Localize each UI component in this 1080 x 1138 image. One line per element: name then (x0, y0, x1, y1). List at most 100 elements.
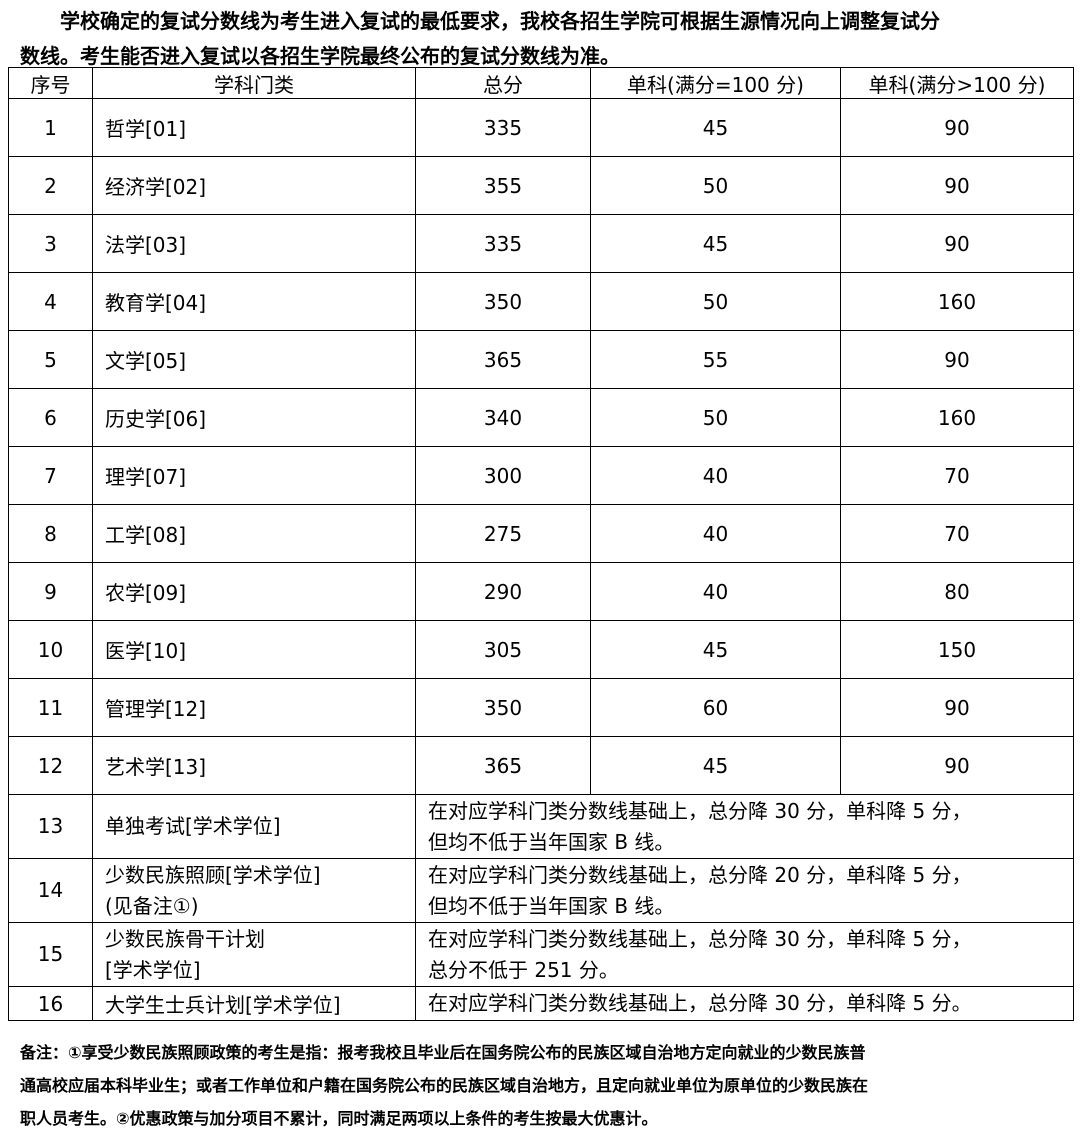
cell-subject: 艺术学[13] (92, 736, 416, 795)
cell-total: 290 (415, 562, 591, 621)
cell-subject: 大学生士兵计划[学术学位] (92, 986, 416, 1021)
cell-single-over-100: 90 (840, 98, 1074, 157)
intro-line-2: 数线。考生能否进入复试以各招生学院最终公布的复试分数线为准。 (20, 44, 620, 68)
rule-line-1: 在对应学科门类分数线基础上，总分降 30 分，单科降 5 分。 (428, 991, 972, 1015)
cell-total: 340 (415, 388, 591, 447)
table-row: 3 法学[03] 335 45 90 (8, 214, 1074, 273)
cell-no: 3 (8, 214, 93, 273)
cell-total: 335 (415, 214, 591, 273)
cell-no: 10 (8, 620, 93, 679)
cell-single-over-100: 90 (840, 214, 1074, 273)
cell-single-100: 50 (590, 388, 841, 447)
cell-subject: 管理学[12] (92, 678, 416, 737)
rule-line-1: 在对应学科门类分数线基础上，总分降 20 分，单科降 5 分， (428, 862, 972, 887)
cell-rule: 在对应学科门类分数线基础上，总分降 20 分，单科降 5 分， 但均不低于当年国家… (415, 858, 1074, 923)
cell-total: 350 (415, 272, 591, 331)
special-table-row: 15 少数民族骨干计划 [学术学位] 在对应学科门类分数线基础上，总分降 30 分… (8, 922, 1074, 987)
rule-line-1: 在对应学科门类分数线基础上，总分降 30 分，单科降 5 分， (428, 926, 972, 951)
table-row: 8 工学[08] 275 40 70 (8, 504, 1074, 563)
cell-single-over-100: 160 (840, 388, 1074, 447)
cell-rule: 在对应学科门类分数线基础上，总分降 30 分，单科降 5 分。 (415, 986, 1074, 1021)
cell-total: 355 (415, 156, 591, 215)
cell-single-over-100: 150 (840, 620, 1074, 679)
remarks-line-1: 备注：①享受少数民族照顾政策的考生是指：报考我校且毕业后在国务院公布的民族区域自… (20, 1043, 866, 1062)
cell-no: 11 (8, 678, 93, 737)
cell-single-over-100: 80 (840, 562, 1074, 621)
cell-subject: 少数民族骨干计划 [学术学位] (92, 922, 416, 987)
subject-line-1: 少数民族骨干计划 (105, 926, 265, 951)
cell-total: 300 (415, 446, 591, 505)
cell-single-100: 40 (590, 562, 841, 621)
cell-no: 7 (8, 446, 93, 505)
cell-subject: 经济学[02] (92, 156, 416, 215)
score-table: 序号 学科门类 总分 单科(满分=100 分) 单科(满分>100 分) 1 哲… (8, 67, 1074, 1021)
cell-total: 365 (415, 736, 591, 795)
special-table-row: 16 大学生士兵计划[学术学位] 在对应学科门类分数线基础上，总分降 30 分，… (8, 986, 1074, 1021)
table-row: 12 艺术学[13] 365 45 90 (8, 736, 1074, 795)
table-row: 7 理学[07] 300 40 70 (8, 446, 1074, 505)
header-single-100: 单科(满分=100 分) (590, 67, 841, 99)
cell-no: 16 (8, 986, 93, 1021)
cell-single-100: 45 (590, 620, 841, 679)
cell-no: 5 (8, 330, 93, 389)
header-single-over-100: 单科(满分>100 分) (840, 67, 1074, 99)
cell-total: 305 (415, 620, 591, 679)
header-subject: 学科门类 (92, 67, 416, 99)
cell-single-100: 50 (590, 272, 841, 331)
cell-subject: 医学[10] (92, 620, 416, 679)
cell-single-over-100: 70 (840, 504, 1074, 563)
cell-single-100: 45 (590, 214, 841, 273)
subject-line-1: 少数民族照顾[学术学位] (105, 862, 321, 887)
cell-no: 9 (8, 562, 93, 621)
table-row: 11 管理学[12] 350 60 90 (8, 678, 1074, 737)
cell-no: 2 (8, 156, 93, 215)
subject-line-2: [学术学位] (105, 957, 201, 982)
cell-single-100: 60 (590, 678, 841, 737)
cell-single-over-100: 90 (840, 330, 1074, 389)
table-row: 4 教育学[04] 350 50 160 (8, 272, 1074, 331)
cell-single-100: 40 (590, 504, 841, 563)
intro-paragraph: 学校确定的复试分数线为考生进入复试的最低要求，我校各招生学院可根据生源情况向上调… (20, 4, 1070, 74)
cell-total: 275 (415, 504, 591, 563)
cell-subject: 历史学[06] (92, 388, 416, 447)
cell-no: 4 (8, 272, 93, 331)
subject-line-1: 单独考试[学术学位] (105, 814, 281, 838)
cell-subject: 哲学[01] (92, 98, 416, 157)
special-table-row: 14 少数民族照顾[学术学位] (见备注①) 在对应学科门类分数线基础上，总分降 … (8, 858, 1074, 923)
cell-single-100: 50 (590, 156, 841, 215)
cell-subject: 单独考试[学术学位] (92, 794, 416, 859)
cell-single-over-100: 90 (840, 156, 1074, 215)
header-total: 总分 (415, 67, 591, 99)
header-no: 序号 (8, 67, 93, 99)
table-row: 5 文学[05] 365 55 90 (8, 330, 1074, 389)
remarks-line-3: 职人员考生。②优惠政策与加分项目不累计，同时满足两项以上条件的考生按最大优惠计。 (20, 1109, 658, 1128)
rule-line-2: 总分不低于 251 分。 (428, 957, 619, 982)
intro-line-1: 学校确定的复试分数线为考生进入复试的最低要求，我校各招生学院可根据生源情况向上调… (60, 9, 940, 33)
cell-subject: 少数民族照顾[学术学位] (见备注①) (92, 858, 416, 923)
cell-subject: 工学[08] (92, 504, 416, 563)
cell-single-100: 40 (590, 446, 841, 505)
table-row: 6 历史学[06] 340 50 160 (8, 388, 1074, 447)
cell-single-over-100: 90 (840, 736, 1074, 795)
cell-no: 13 (8, 794, 93, 859)
cell-subject: 文学[05] (92, 330, 416, 389)
cell-no: 15 (8, 922, 93, 987)
cell-subject: 农学[09] (92, 562, 416, 621)
cell-total: 350 (415, 678, 591, 737)
cell-no: 6 (8, 388, 93, 447)
cell-subject: 教育学[04] (92, 272, 416, 331)
cell-no: 1 (8, 98, 93, 157)
cell-no: 8 (8, 504, 93, 563)
table-header-row: 序号 学科门类 总分 单科(满分=100 分) 单科(满分>100 分) (8, 67, 1074, 99)
cell-no: 14 (8, 858, 93, 923)
cell-rule: 在对应学科门类分数线基础上，总分降 30 分，单科降 5 分， 但均不低于当年国家… (415, 794, 1074, 859)
cell-single-over-100: 90 (840, 678, 1074, 737)
cell-single-100: 45 (590, 736, 841, 795)
table-row: 10 医学[10] 305 45 150 (8, 620, 1074, 679)
cell-total: 335 (415, 98, 591, 157)
cell-total: 365 (415, 330, 591, 389)
cell-subject: 法学[03] (92, 214, 416, 273)
remarks-line-2: 通高校应届本科毕业生；或者工作单位和户籍在国务院公布的民族区域自治地方，且定向就… (20, 1076, 869, 1095)
subject-line-1: 大学生士兵计划[学术学位] (105, 993, 341, 1017)
remarks: 备注：①享受少数民族照顾政策的考生是指：报考我校且毕业后在国务院公布的民族区域自… (20, 1036, 1070, 1135)
